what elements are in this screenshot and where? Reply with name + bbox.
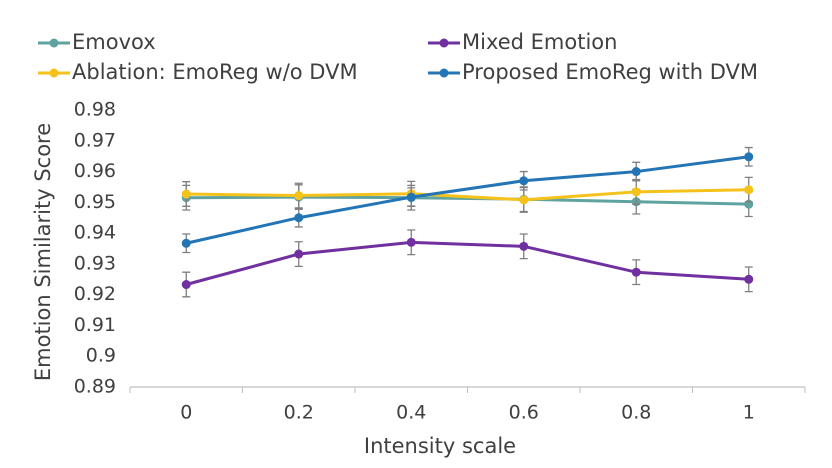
series-line [185, 240, 749, 286]
x-tick-label: 1 [743, 402, 755, 424]
data-point [631, 167, 641, 177]
y-axis-label: Emotion Similarity Score [31, 123, 55, 381]
data-point [181, 280, 191, 290]
y-tick-label: 0.97 [74, 129, 116, 151]
data-point [519, 241, 529, 251]
series-line [185, 155, 749, 245]
data-point [406, 192, 416, 202]
x-tick-label: 0 [180, 402, 192, 424]
legend-marker [439, 68, 449, 78]
legend-marker [439, 38, 449, 48]
y-tick-label: 0.94 [74, 222, 116, 244]
y-tick-label: 0.96 [74, 160, 116, 182]
data-point [631, 187, 641, 197]
data-point [519, 176, 529, 186]
x-tick-label: 0.8 [621, 402, 651, 424]
y-tick-label: 0.93 [74, 252, 116, 274]
data-point [631, 267, 641, 277]
data-point [744, 185, 754, 195]
y-tick-label: 0.89 [74, 376, 116, 398]
legend-label: Emovox [72, 30, 156, 54]
x-tick-label: 0.2 [284, 402, 314, 424]
y-tick-label: 0.91 [74, 314, 116, 336]
data-point [181, 238, 191, 248]
y-tick-label: 0.95 [74, 191, 116, 213]
series-line [186, 188, 749, 202]
legend-marker [49, 68, 59, 78]
legend-label: Ablation: EmoReg w/o DVM [72, 60, 358, 84]
data-point [744, 274, 754, 284]
legend-marker [49, 38, 59, 48]
data-point [294, 249, 304, 259]
x-tick-label: 0.6 [509, 402, 539, 424]
legend-label: Proposed EmoReg with DVM [462, 60, 758, 84]
series-line [186, 195, 749, 206]
data-point [294, 191, 304, 201]
data-point [294, 213, 304, 223]
y-tick-label: 0.92 [74, 283, 116, 305]
y-tick-label: 0.98 [74, 99, 116, 121]
x-tick-label: 0.4 [396, 402, 426, 424]
legend-label: Mixed Emotion [462, 30, 617, 54]
data-point [406, 237, 416, 247]
x-axis-label: Intensity scale [364, 434, 516, 458]
data-point [744, 152, 754, 162]
y-tick-label: 0.9 [86, 345, 116, 367]
data-point [181, 189, 191, 199]
data-point [519, 195, 529, 205]
